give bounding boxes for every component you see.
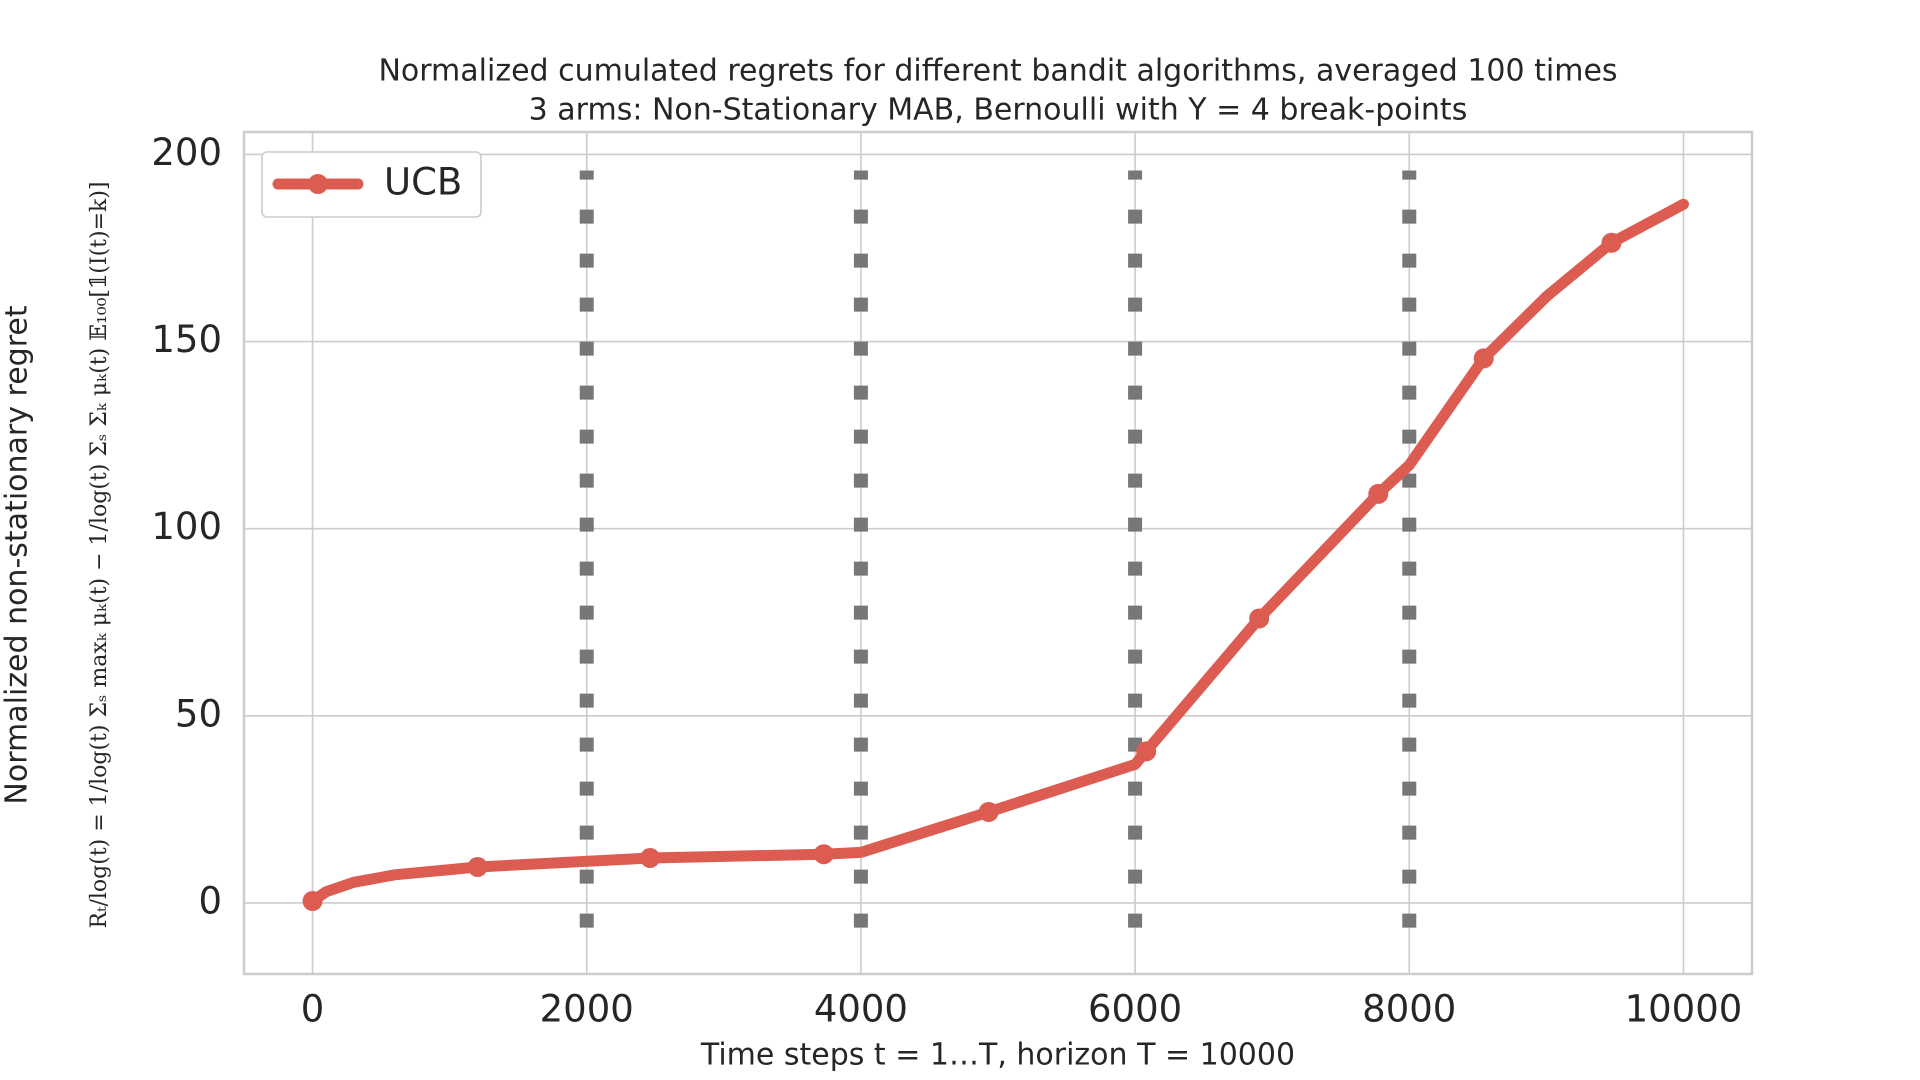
series-line [307, 198, 1689, 907]
legend-label: UCB [384, 161, 462, 204]
x-tick-label: 0 [301, 988, 325, 1031]
data-point [302, 891, 323, 912]
x-tick-label: 10000 [1625, 988, 1743, 1031]
data-point [1473, 348, 1494, 369]
plot-frame [242, 130, 1754, 976]
y-tick-label: 0 [198, 879, 222, 922]
y-tick-label: 200 [151, 131, 222, 174]
data-point [813, 844, 834, 865]
y-axis-formula: Rₜ/log(t) = 1/log(t) Σₛ maxₖ μₖ(t) − 1/l… [87, 181, 112, 928]
chart-title: Normalized cumulated regrets for differe… [378, 54, 1617, 89]
data-point [978, 801, 999, 822]
data-point [1601, 232, 1622, 253]
y-axis-label: Normalized non-stationary regret [0, 305, 35, 804]
data-point [640, 847, 661, 868]
y-tick-label: 150 [151, 318, 222, 361]
x-tick-label: 8000 [1362, 988, 1456, 1031]
data-point [467, 856, 488, 877]
chart-subtitle: 3 arms: Non-Stationary MAB, Bernoulli wi… [529, 93, 1468, 128]
x-tick-label: 6000 [1088, 988, 1182, 1031]
data-point [1249, 608, 1270, 629]
data-point [1136, 741, 1157, 762]
x-axis-label: Time steps t = 1…T, horizon T = 10000 [700, 1038, 1295, 1073]
legend-box [261, 151, 482, 218]
y-tick-label: 100 [151, 505, 222, 548]
y-tick-label: 50 [175, 692, 222, 735]
legend-marker [308, 174, 328, 194]
x-tick-label: 2000 [540, 988, 634, 1031]
x-tick-label: 4000 [814, 988, 908, 1031]
data-point [1368, 483, 1389, 504]
